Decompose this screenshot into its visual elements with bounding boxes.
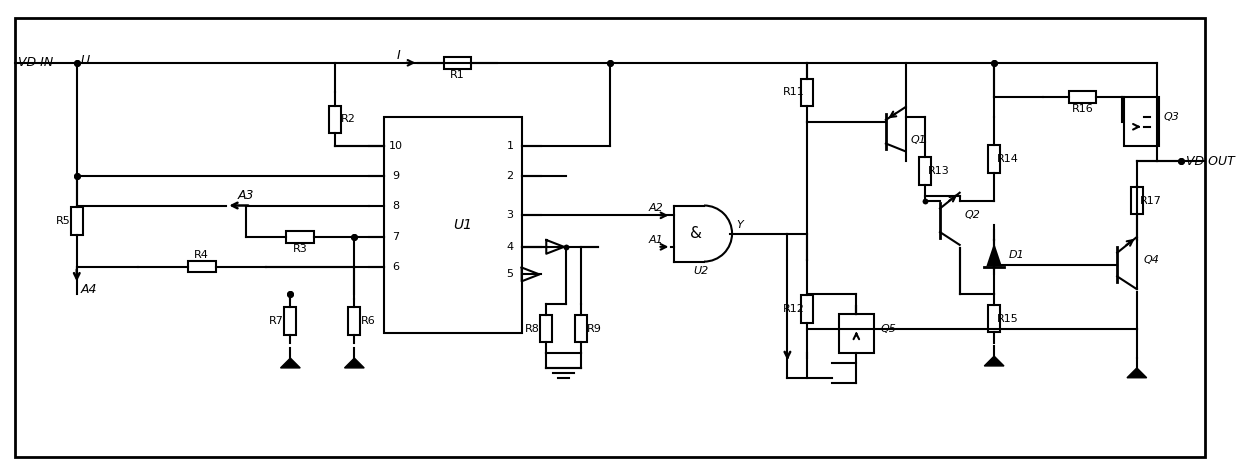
Text: 4: 4 bbox=[507, 242, 513, 252]
Text: R5: R5 bbox=[56, 216, 71, 226]
Text: Y: Y bbox=[736, 220, 743, 230]
Bar bbox=[384, 117, 522, 333]
Bar bbox=[188, 261, 216, 273]
Text: A3: A3 bbox=[238, 189, 254, 202]
Text: R12: R12 bbox=[782, 304, 804, 314]
Text: Q2: Q2 bbox=[965, 210, 980, 220]
Text: U: U bbox=[81, 54, 90, 67]
Text: R17: R17 bbox=[1140, 196, 1162, 206]
Bar bbox=[839, 314, 873, 353]
Text: R14: R14 bbox=[997, 154, 1018, 164]
Text: A4: A4 bbox=[81, 283, 97, 295]
Bar bbox=[575, 315, 586, 342]
Text: R4: R4 bbox=[195, 250, 209, 260]
Text: R9: R9 bbox=[587, 323, 602, 333]
Text: 9: 9 bbox=[392, 171, 399, 181]
Text: A1: A1 bbox=[649, 235, 663, 245]
Text: 2: 2 bbox=[507, 171, 513, 181]
Bar bbox=[348, 307, 361, 335]
Text: R8: R8 bbox=[525, 323, 540, 333]
Text: R11: R11 bbox=[783, 87, 804, 97]
Text: R1: R1 bbox=[450, 70, 465, 80]
Bar bbox=[1131, 187, 1142, 214]
Text: R16: R16 bbox=[1072, 104, 1094, 114]
Text: 8: 8 bbox=[392, 200, 399, 210]
Bar bbox=[540, 315, 553, 342]
Text: Q1: Q1 bbox=[911, 134, 927, 144]
Polygon shape bbox=[986, 243, 1002, 266]
Bar bbox=[802, 295, 813, 323]
Text: VD IN: VD IN bbox=[17, 57, 53, 69]
Bar bbox=[989, 305, 1000, 332]
Bar bbox=[71, 208, 83, 235]
Text: R13: R13 bbox=[928, 166, 950, 176]
Polygon shape bbox=[344, 358, 364, 368]
Bar bbox=[1069, 91, 1097, 103]
Text: A2: A2 bbox=[649, 203, 663, 213]
Text: Q5: Q5 bbox=[881, 323, 897, 333]
Text: R6: R6 bbox=[361, 316, 375, 326]
Text: D1: D1 bbox=[1009, 250, 1025, 260]
Text: I: I bbox=[396, 49, 400, 62]
Text: U2: U2 bbox=[694, 266, 709, 276]
Bar bbox=[444, 57, 472, 69]
Text: &: & bbox=[690, 226, 703, 241]
Bar bbox=[328, 105, 341, 133]
Bar bbox=[989, 145, 1000, 172]
Text: Q4: Q4 bbox=[1144, 255, 1160, 265]
Text: R15: R15 bbox=[997, 314, 1018, 323]
Text: 1: 1 bbox=[507, 142, 513, 152]
Text: 7: 7 bbox=[392, 232, 399, 242]
Polygon shape bbox=[280, 358, 300, 368]
Polygon shape bbox=[984, 356, 1004, 366]
Bar bbox=[1124, 97, 1160, 146]
Bar bbox=[919, 157, 932, 185]
Text: R3: R3 bbox=[292, 244, 307, 254]
Text: 10: 10 bbox=[389, 142, 403, 152]
Text: R7: R7 bbox=[269, 316, 284, 326]
Bar bbox=[285, 307, 296, 335]
Polygon shape bbox=[1127, 368, 1146, 378]
Text: VD OUT: VD OUT bbox=[1186, 155, 1235, 168]
Text: Q3: Q3 bbox=[1163, 112, 1180, 122]
Text: 6: 6 bbox=[393, 262, 399, 272]
Text: 5: 5 bbox=[507, 269, 513, 279]
Text: U1: U1 bbox=[453, 218, 472, 232]
Text: R2: R2 bbox=[341, 114, 356, 124]
Bar bbox=[802, 78, 813, 106]
Bar bbox=[286, 231, 313, 243]
Text: 3: 3 bbox=[507, 210, 513, 220]
